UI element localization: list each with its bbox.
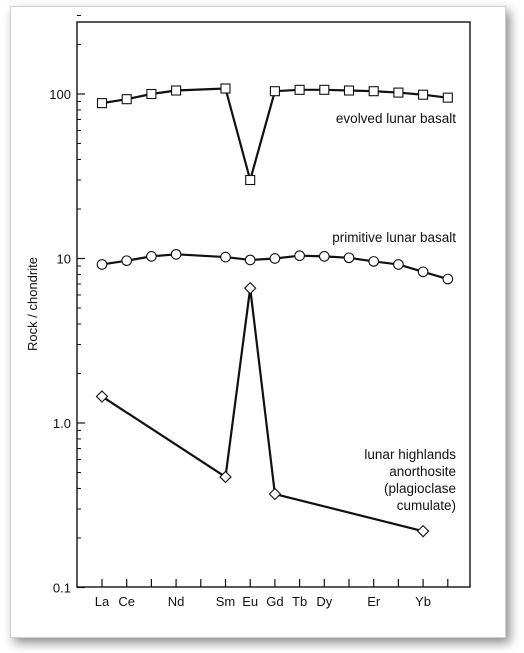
data-point-lunar-highlands-anorthosite-plagioclase-cumulate-sm — [219, 470, 232, 484]
data-point-evolved-lunar-basalt-gd — [269, 86, 280, 97]
y-tick-label-10: 10 — [57, 252, 71, 267]
series-primitive-lunar-basalt — [96, 248, 454, 285]
data-point-lunar-highlands-anorthosite-plagioclase-cumulate-yb — [416, 524, 430, 538]
annotation-evolved-lunar-basalt: evolved lunar basalt — [336, 111, 456, 126]
data-point-primitive-lunar-basalt-er — [368, 256, 380, 267]
y-tick-label-1.0: 1.0 — [53, 416, 71, 431]
x-tick-label-la: La — [95, 594, 110, 609]
data-point-evolved-lunar-basalt-nd — [171, 85, 182, 96]
y-tick-label-100: 100 — [49, 87, 71, 102]
data-point-evolved-lunar-basalt-eu — [245, 174, 256, 186]
data-point-evolved-lunar-basalt-ho — [343, 85, 355, 96]
data-point-primitive-lunar-basalt-sm — [220, 251, 231, 263]
data-point-primitive-lunar-basalt-gd — [269, 253, 281, 264]
x-tick-label-gd: Gd — [266, 594, 283, 609]
data-point-primitive-lunar-basalt-dy — [318, 251, 330, 262]
data-point-evolved-lunar-basalt-tm — [393, 87, 404, 98]
x-tick-label-dy: Dy — [316, 594, 332, 609]
x-tick-label-eu: Eu — [242, 594, 258, 609]
annotation-highlands-line-3: (plagioclase — [384, 481, 456, 496]
data-point-primitive-lunar-basalt-eu — [244, 254, 256, 266]
series-layer — [95, 83, 454, 538]
x-tick-label-tb: Tb — [292, 594, 307, 609]
x-tick-label-nd: Nd — [168, 594, 185, 609]
data-point-evolved-lunar-basalt-pr — [146, 88, 157, 100]
data-point-evolved-lunar-basalt-yb — [418, 89, 429, 100]
data-point-primitive-lunar-basalt-la — [96, 259, 108, 270]
data-point-evolved-lunar-basalt-tb — [294, 84, 305, 95]
data-point-primitive-lunar-basalt-yb — [417, 266, 429, 278]
data-point-primitive-lunar-basalt-ho — [343, 252, 355, 264]
data-point-evolved-lunar-basalt-sm — [220, 83, 231, 94]
series-line-evolved-lunar-basalt — [101, 87, 448, 182]
data-point-evolved-lunar-basalt-la — [96, 98, 108, 109]
series-evolved-lunar-basalt — [96, 83, 453, 186]
data-point-lunar-highlands-anorthosite-plagioclase-cumulate-la — [95, 390, 109, 403]
x-tick-label-sm: Sm — [216, 594, 236, 609]
data-point-primitive-lunar-basalt-lu — [442, 273, 454, 285]
annotation-primitive-lunar-basalt: primitive lunar basalt — [332, 230, 456, 245]
data-point-evolved-lunar-basalt-dy — [319, 84, 330, 95]
y-axis-ticks: 0.1 1.0 10 100 — [49, 15, 85, 596]
data-point-evolved-lunar-basalt-ce — [121, 94, 132, 105]
annotation-highlands-line-1: lunar highlands — [364, 447, 456, 462]
y-tick-label-0.1: 0.1 — [53, 581, 71, 596]
data-point-primitive-lunar-basalt-tb — [294, 250, 305, 262]
annotation-highlands-line-4: cumulate) — [397, 498, 456, 513]
data-point-lunar-highlands-anorthosite-plagioclase-cumulate-gd — [268, 487, 282, 501]
data-point-lunar-highlands-anorthosite-plagioclase-cumulate-eu — [243, 281, 257, 295]
x-tick-label-ce: Ce — [118, 594, 135, 609]
data-point-primitive-lunar-basalt-nd — [170, 248, 182, 260]
x-tick-label-yb: Yb — [415, 594, 431, 609]
annotation-highlands-line-2: anorthosite — [389, 464, 456, 479]
data-point-primitive-lunar-basalt-tm — [393, 259, 404, 270]
x-tick-label-er: Er — [367, 594, 381, 609]
data-point-primitive-lunar-basalt-ce — [121, 255, 133, 267]
data-point-primitive-lunar-basalt-pr — [146, 251, 157, 262]
data-point-evolved-lunar-basalt-er — [368, 86, 379, 97]
x-axis-ticks: La Ce Nd Sm Eu Gd Tb Dy Er Yb — [95, 579, 449, 609]
series-lunar-highlands-anorthosite-plagioclase-cumulate — [95, 281, 430, 538]
data-point-evolved-lunar-basalt-lu — [442, 92, 453, 103]
series-line-lunar-highlands-anorthosite-plagioclase-cumulate — [101, 287, 424, 533]
plot-area — [76, 21, 471, 588]
y-axis-label: Rock / chondrite — [25, 257, 40, 351]
